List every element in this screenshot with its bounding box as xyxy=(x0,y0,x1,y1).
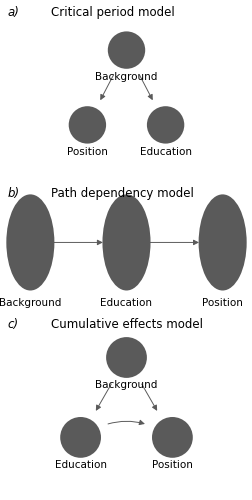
Text: Position: Position xyxy=(201,298,242,308)
FancyArrowPatch shape xyxy=(141,384,156,410)
FancyArrowPatch shape xyxy=(139,74,152,100)
Text: c): c) xyxy=(8,318,19,332)
Text: Path dependency model: Path dependency model xyxy=(50,188,193,200)
FancyArrowPatch shape xyxy=(108,420,143,424)
Text: Critical period model: Critical period model xyxy=(50,6,174,19)
Text: Education: Education xyxy=(100,298,152,308)
Circle shape xyxy=(151,417,192,458)
Text: Background: Background xyxy=(0,298,61,308)
Circle shape xyxy=(60,417,101,458)
Ellipse shape xyxy=(6,194,54,290)
Ellipse shape xyxy=(198,194,246,290)
Text: Education: Education xyxy=(54,460,106,469)
FancyArrowPatch shape xyxy=(96,384,111,410)
Text: Position: Position xyxy=(151,460,192,469)
FancyArrowPatch shape xyxy=(100,74,113,100)
Text: Education: Education xyxy=(139,147,191,157)
Circle shape xyxy=(146,106,183,144)
Ellipse shape xyxy=(102,194,150,290)
Text: Cumulative effects model: Cumulative effects model xyxy=(50,318,202,332)
Text: Background: Background xyxy=(95,380,157,390)
Text: Position: Position xyxy=(67,147,107,157)
Text: a): a) xyxy=(8,6,19,19)
Circle shape xyxy=(106,337,146,378)
FancyArrowPatch shape xyxy=(54,240,101,244)
Text: Background: Background xyxy=(95,72,157,82)
Text: b): b) xyxy=(8,188,20,200)
FancyArrowPatch shape xyxy=(149,240,197,244)
Circle shape xyxy=(107,32,145,69)
Circle shape xyxy=(69,106,106,144)
